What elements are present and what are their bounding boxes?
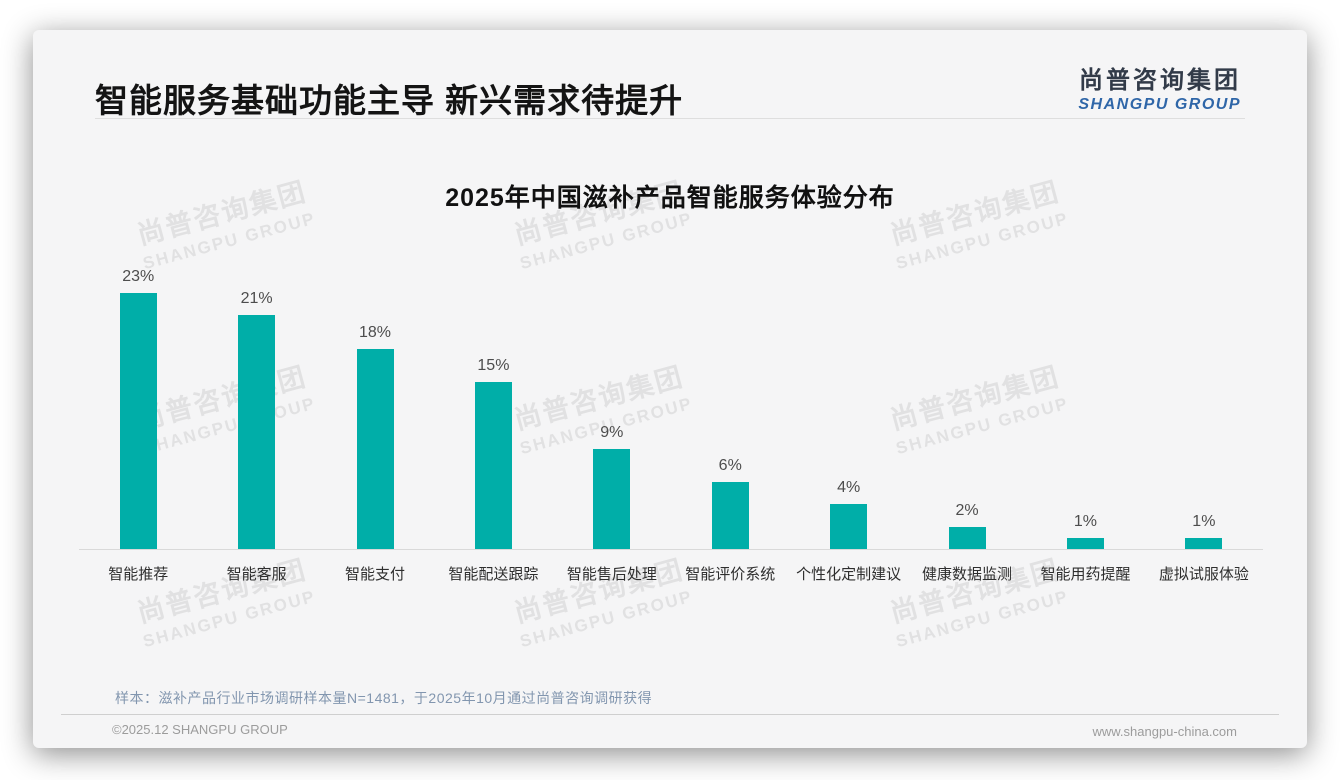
slide-card: 尚普咨询集团 SHANGPU GROUP 尚普咨询集团 SHANGPU GROUP 尚普… [33, 30, 1307, 748]
watermark-cn-text: 尚普咨询集团 [134, 554, 310, 629]
bar [1185, 538, 1223, 549]
bar-column: 18% [316, 324, 434, 549]
bar [238, 315, 276, 549]
header-divider [95, 118, 1245, 119]
watermark-en-text: SHANGPU GROUP [517, 586, 695, 651]
bar [119, 293, 157, 549]
category-label: 虚拟试服体验 [1158, 566, 1249, 583]
bar-value-label: 2% [955, 502, 979, 519]
bar-value-label: 9% [600, 424, 624, 441]
bar-column: 6% [671, 457, 789, 549]
watermark-en-text: SHANGPU GROUP [140, 586, 318, 651]
watermark-cn-text: 尚普咨询集团 [887, 554, 1063, 629]
bar-column: 1% [1145, 513, 1263, 549]
bars-area: 23% 21% 18% 15% 9% 6% 4% 2% 1% 1% [79, 260, 1263, 550]
bar [474, 382, 512, 549]
bar-value-label: 18% [359, 324, 392, 341]
watermark-cn-text: 尚普咨询集团 [511, 554, 687, 629]
category-axis: 智能推荐 智能客服 智能支付 智能配送跟踪 智能售后处理 智能评价系统 个性化定制建议 健康数… [79, 563, 1263, 584]
bar [593, 449, 631, 549]
bar-value-label: 1% [1192, 513, 1216, 530]
bar-column: 15% [434, 357, 552, 549]
bar-value-label: 15% [477, 357, 510, 374]
category-label: 智能用药提醒 [1040, 566, 1131, 583]
category-label: 智能推荐 [108, 566, 169, 583]
footer-divider [61, 714, 1279, 715]
category-label: 智能客服 [226, 566, 287, 583]
logo: 尚普咨询集团 SHANGPU GROUP [1078, 60, 1241, 114]
category-label: 智能售后处理 [566, 566, 657, 583]
bar-column: 23% [79, 268, 197, 549]
website-text: www.shangpu-china.com [1092, 724, 1237, 739]
bar-column: 9% [553, 424, 671, 549]
bar [948, 527, 986, 549]
bar-value-label: 6% [718, 457, 742, 474]
category-label: 智能支付 [345, 566, 406, 583]
bar-value-label: 4% [837, 479, 861, 496]
copyright-text: ©2025.12 SHANGPU GROUP [112, 722, 288, 737]
category-label: 智能配送跟踪 [448, 566, 539, 583]
logo-en-text: SHANGPU GROUP [1078, 96, 1241, 113]
bar-value-label: 21% [240, 290, 273, 307]
bar [356, 349, 394, 549]
bar-value-label: 1% [1073, 513, 1098, 530]
category-label: 个性化定制建议 [796, 566, 902, 583]
page-title: 智能服务基础功能主导 新兴需求待提升 [95, 82, 684, 119]
bar-value-label: 23% [122, 268, 155, 285]
watermark-en-text: SHANGPU GROUP [893, 586, 1071, 651]
bar-column: 2% [908, 502, 1026, 549]
bar [1066, 538, 1104, 549]
logo-cn-text: 尚普咨询集团 [1079, 67, 1241, 94]
bar-column: 21% [197, 290, 315, 549]
category-label: 健康数据监测 [922, 566, 1013, 583]
bar-column: 1% [1026, 513, 1144, 549]
bar [830, 504, 868, 549]
bar [711, 482, 749, 549]
chart-title: 2025年中国滋补产品智能服务体验分布 [445, 184, 895, 212]
category-label: 智能评价系统 [685, 566, 776, 583]
bar-column: 4% [789, 479, 907, 549]
sample-note: 样本：滋补产品行业市场调研样本量N=1481，于2025年10月通过尚普咨询调研… [115, 690, 653, 706]
